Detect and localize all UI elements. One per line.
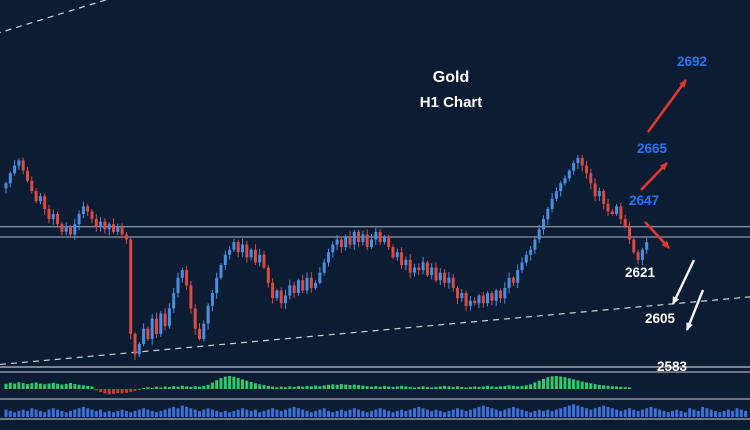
white-projection-arrow (685, 289, 705, 331)
red-projection-arrow (644, 221, 670, 249)
oscillator-histogram (4, 376, 631, 395)
price-label-2692: 2692 (677, 54, 707, 69)
price-labels: 2692 2665 2647 2621 2605 2583 (625, 54, 707, 374)
red-projection-arrow (646, 79, 688, 133)
price-label-2583: 2583 (657, 359, 688, 374)
upper-dashed-trendline (0, 0, 108, 34)
price-label-2647: 2647 (629, 193, 659, 208)
projection-arrows (640, 79, 705, 331)
white-projection-arrow (671, 259, 696, 305)
red-projection-arrow (640, 162, 668, 191)
panel-separators (0, 371, 750, 420)
candles-group (4, 154, 649, 361)
price-label-2621: 2621 (625, 265, 656, 280)
ascending-trendline (0, 296, 750, 366)
price-label-2605: 2605 (645, 311, 676, 326)
volume-bars (4, 404, 748, 417)
price-label-2665: 2665 (637, 141, 668, 156)
